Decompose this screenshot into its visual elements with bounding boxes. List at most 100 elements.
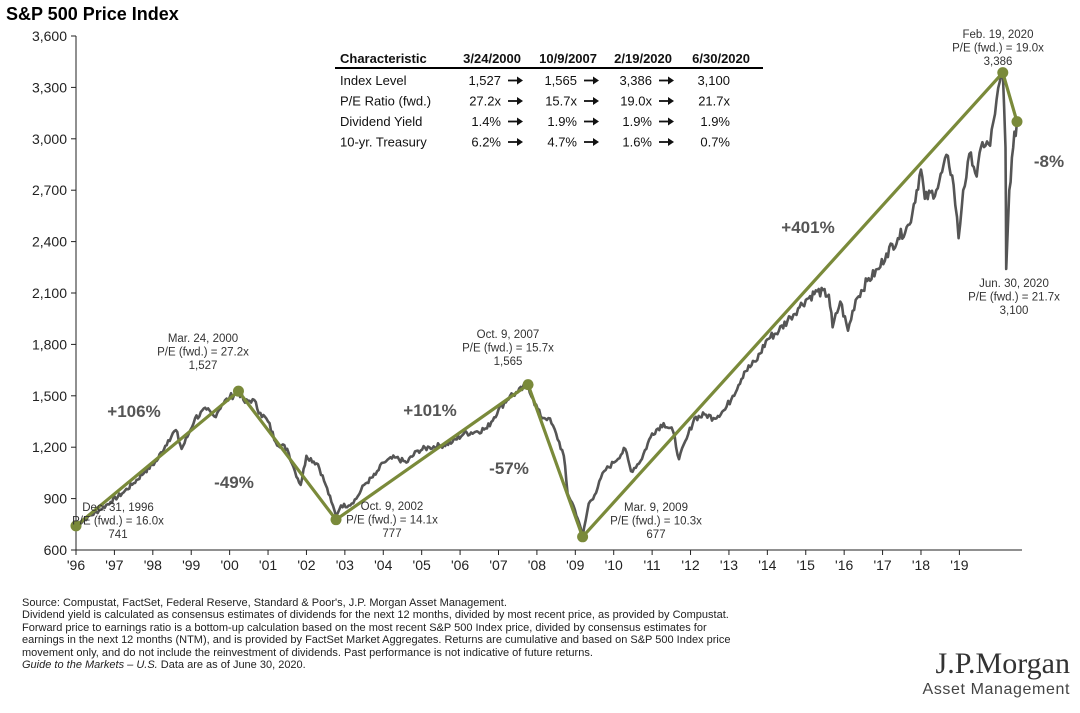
footnote-pe-3: movement only, and do not include the re… — [22, 646, 593, 659]
footnote-guide-date: Data are as of June 30, 2020. — [157, 659, 306, 672]
point-annotation-line: 1,565 — [494, 356, 523, 368]
x-tick-label: '11 — [644, 557, 661, 573]
cycle-point-marker — [1011, 116, 1023, 128]
point-annotation-line: Oct. 9, 2007 — [477, 329, 540, 341]
logo-subtitle: Asset Management — [922, 681, 1070, 698]
table-arrow-head — [593, 97, 599, 105]
cycle-point-marker — [522, 379, 534, 391]
footnote-pe-1: Forward price to earnings ratio is a bot… — [22, 621, 707, 634]
point-annotation-line: P/E (fwd.) = 19.0x — [952, 43, 1044, 55]
x-tick-label: '14 — [758, 557, 776, 573]
point-annotation-line: P/E (fwd.) = 16.0x — [72, 516, 164, 528]
x-tick-label: '19 — [950, 557, 968, 573]
x-tick-label: '18 — [912, 557, 930, 573]
table-row-label: Dividend Yield — [340, 114, 422, 129]
y-tick-label: 3,000 — [32, 131, 67, 147]
return-label: +401% — [781, 218, 834, 237]
point-annotation-line: 677 — [646, 529, 665, 541]
x-tick-label: '10 — [605, 557, 623, 573]
table-arrow-head — [668, 117, 674, 126]
table-arrow-head — [517, 117, 523, 126]
x-tick-label: '96 — [67, 557, 85, 573]
footnote-pe-2: earnings in the next 12 months (NTM), an… — [22, 634, 731, 647]
table-cell: 21.7x — [698, 94, 730, 109]
return-label: -57% — [489, 459, 529, 478]
returns-labels: +106% -49% +101% -57% +401% -8% — [107, 152, 1064, 492]
x-tick-label: '09 — [566, 557, 584, 573]
point-annotation-line: P/E (fwd.) = 15.7x — [462, 343, 554, 355]
y-tick-label: 2,400 — [32, 234, 67, 250]
cycle-point-marker — [330, 514, 342, 526]
cycle-point-marker — [997, 67, 1009, 79]
point-annotation-line: Mar. 24, 2000 — [168, 333, 238, 345]
y-tick-label: 1,200 — [32, 439, 67, 455]
x-tick-label: '16 — [835, 557, 853, 573]
point-annotation-line: 1,527 — [189, 360, 218, 372]
x-tick-label: '98 — [144, 557, 162, 573]
table-cell: 1,527 — [468, 73, 501, 88]
y-tick-label: 3,300 — [32, 79, 67, 95]
table-header-cell: 2/19/2020 — [614, 51, 672, 66]
footnote-guide-title: Guide to the Markets – U.S. — [22, 659, 158, 672]
x-tick-label: '00 — [221, 557, 239, 573]
table-header-cell: 10/9/2007 — [539, 51, 597, 66]
point-annotation-line: 3,386 — [984, 56, 1013, 68]
table-cell: 1,565 — [544, 73, 577, 88]
table-arrow-head — [593, 117, 599, 126]
axes: 600 900 1,200 1,500 1,800 2,100 2,400 2,700 3,00… — [32, 28, 1022, 573]
table-cell: 3,100 — [697, 73, 730, 88]
x-tick-label: '02 — [297, 557, 315, 573]
jpmorgan-logo: J.P.Morgan Asset Management — [900, 648, 1070, 700]
point-annotation-line: P/E (fwd.) = 14.1x — [346, 515, 438, 527]
table-arrow-head — [593, 138, 599, 146]
table-cell: 1.4% — [471, 114, 501, 129]
y-tick-label: 1,800 — [32, 336, 67, 352]
chart-title: S&P 500 Price Index — [6, 4, 179, 24]
return-label: -8% — [1034, 152, 1064, 171]
table-cell: 6.2% — [471, 135, 501, 150]
chart: S&P 500 Price Index 600 900 1,200 1,500 1,80… — [6, 4, 1064, 573]
point-annotation-line: Jun. 30, 2020 — [979, 278, 1049, 290]
y-tick-label: 900 — [44, 491, 68, 507]
x-tick-label: '99 — [182, 557, 200, 573]
table-row-label: 10-yr. Treasury — [340, 135, 427, 150]
point-annotation-line: P/E (fwd.) = 27.2x — [157, 347, 249, 359]
x-tick-label: '01 — [259, 557, 277, 573]
x-tick-label: '13 — [720, 557, 738, 573]
x-tick-label: '03 — [336, 557, 354, 573]
point-annotation-line: 741 — [108, 529, 127, 541]
return-label: -49% — [214, 473, 254, 492]
table-cell: 1.9% — [622, 114, 652, 129]
trend-lines — [70, 67, 1023, 543]
point-annotation-line: 3,100 — [1000, 305, 1029, 317]
point-annotation-line: Oct. 9, 2002 — [361, 501, 424, 513]
table-arrow-head — [593, 76, 599, 85]
table-header-cell: 6/30/2020 — [692, 51, 750, 66]
point-annotation-line: P/E (fwd.) = 21.7x — [968, 292, 1060, 304]
table-header-cell: Characteristic — [340, 51, 427, 66]
cycle-point-marker — [577, 531, 589, 543]
x-tick-label: '05 — [413, 557, 431, 573]
point-annotation-line: Feb. 19, 2020 — [963, 29, 1034, 41]
y-tick-label: 3,600 — [32, 28, 67, 44]
footnote-source: Source: Compustat, FactSet, Federal Rese… — [22, 597, 507, 609]
table-cell: 4.7% — [547, 135, 577, 150]
x-tick-label: '15 — [797, 557, 815, 573]
cycle-point-marker — [70, 520, 82, 532]
cycle-point-marker — [232, 385, 244, 397]
x-tick-label: '07 — [489, 557, 507, 573]
point-annotation-line: 777 — [382, 528, 401, 540]
table-arrow-head — [668, 97, 674, 105]
table-header-cell: 3/24/2000 — [463, 51, 521, 66]
table-cell: 27.2x — [469, 94, 501, 109]
table-cell: 3,386 — [619, 73, 652, 88]
point-annotation-line: P/E (fwd.) = 10.3x — [610, 516, 702, 528]
table-arrow-head — [668, 76, 674, 85]
table-arrow-head — [517, 76, 523, 85]
table-row-label: Index Level — [340, 73, 407, 88]
table-cell: 0.7% — [700, 135, 730, 150]
footnotes: Source: Compustat, FactSet, Federal Rese… — [22, 597, 882, 671]
table-arrow-head — [517, 97, 523, 105]
table-cell: 15.7x — [545, 94, 577, 109]
